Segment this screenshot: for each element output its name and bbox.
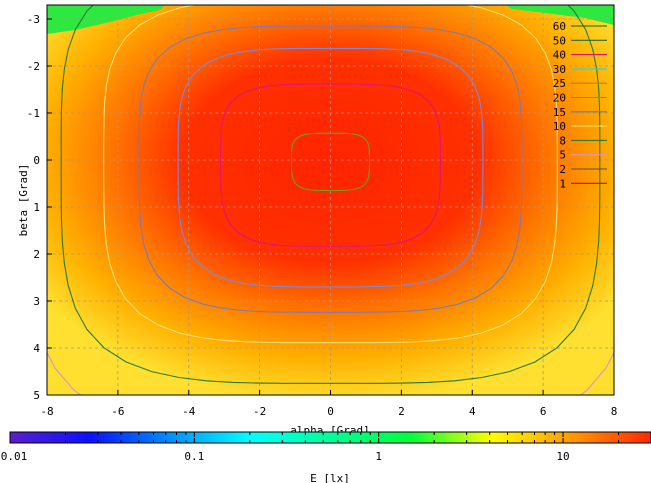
contour-line-10 xyxy=(103,5,558,344)
legend-label: 20 xyxy=(553,92,566,105)
legend-label: 1 xyxy=(559,177,566,190)
x-tick-label: -4 xyxy=(182,405,196,418)
x-tick-label: 4 xyxy=(469,405,476,418)
y-tick-label: 2 xyxy=(33,248,40,261)
x-tick-label: -6 xyxy=(111,405,124,418)
legend-label: 5 xyxy=(559,149,566,162)
legend-label: 10 xyxy=(553,120,566,133)
x-tick-label: 0 xyxy=(327,405,334,418)
contour-line-8 xyxy=(60,5,601,384)
y-tick-label: 5 xyxy=(33,389,40,402)
colorbar-frame xyxy=(9,431,651,444)
colorbar-label: E [lx] xyxy=(310,472,350,483)
colorbar-ticks: 0.01 0.1 1 10 xyxy=(1,431,651,463)
colorbar: 0.01 0.1 1 10 E [lx] xyxy=(1,431,651,483)
legend-label: 30 xyxy=(553,63,566,76)
colorbar-tick-label: 0.1 xyxy=(184,450,204,463)
y-tick-label: 0 xyxy=(33,154,40,167)
y-axis-label: beta [Grad] xyxy=(17,164,30,237)
legend-label: 2 xyxy=(559,163,566,176)
y-tick-label: 1 xyxy=(33,201,40,214)
y-tick-label: 4 xyxy=(33,342,40,355)
y-tick-label: 3 xyxy=(33,295,40,308)
contour-line-40 xyxy=(220,83,441,247)
colorbar-tick-label: 0.01 xyxy=(1,450,28,463)
contour-line-60 xyxy=(290,132,371,192)
plot-area xyxy=(47,5,614,395)
x-tick-label: 8 xyxy=(611,405,618,418)
low-value-region-right xyxy=(505,5,614,25)
contour-line-15 xyxy=(138,25,523,313)
grid xyxy=(47,5,614,395)
y-axis: -3 -2 -1 0 1 2 3 4 5 xyxy=(27,13,52,402)
legend-label: 60 xyxy=(553,20,566,33)
legend-label: 50 xyxy=(553,34,566,47)
y-tick-label: -2 xyxy=(27,60,40,73)
legend-label: 25 xyxy=(553,77,566,90)
x-tick-label: 2 xyxy=(398,405,405,418)
contour-line-20 xyxy=(177,47,484,288)
x-tick-label: 6 xyxy=(540,405,547,418)
colorbar-tick-label: 1 xyxy=(375,450,382,463)
colorbar-tick-label: 10 xyxy=(556,450,569,463)
x-axis: -8 -6 -4 -2 0 2 4 6 8 xyxy=(40,390,617,418)
legend-label: 15 xyxy=(553,106,566,119)
y-tick-label: -3 xyxy=(27,13,40,26)
legend-label: 8 xyxy=(559,134,566,147)
colorbar-gradient xyxy=(10,432,651,443)
x-tick-label: -8 xyxy=(40,405,53,418)
legend-label: 40 xyxy=(553,49,566,62)
x-tick-label: -2 xyxy=(253,405,266,418)
contour-lines xyxy=(47,5,614,395)
y-tick-label: -1 xyxy=(27,107,40,120)
